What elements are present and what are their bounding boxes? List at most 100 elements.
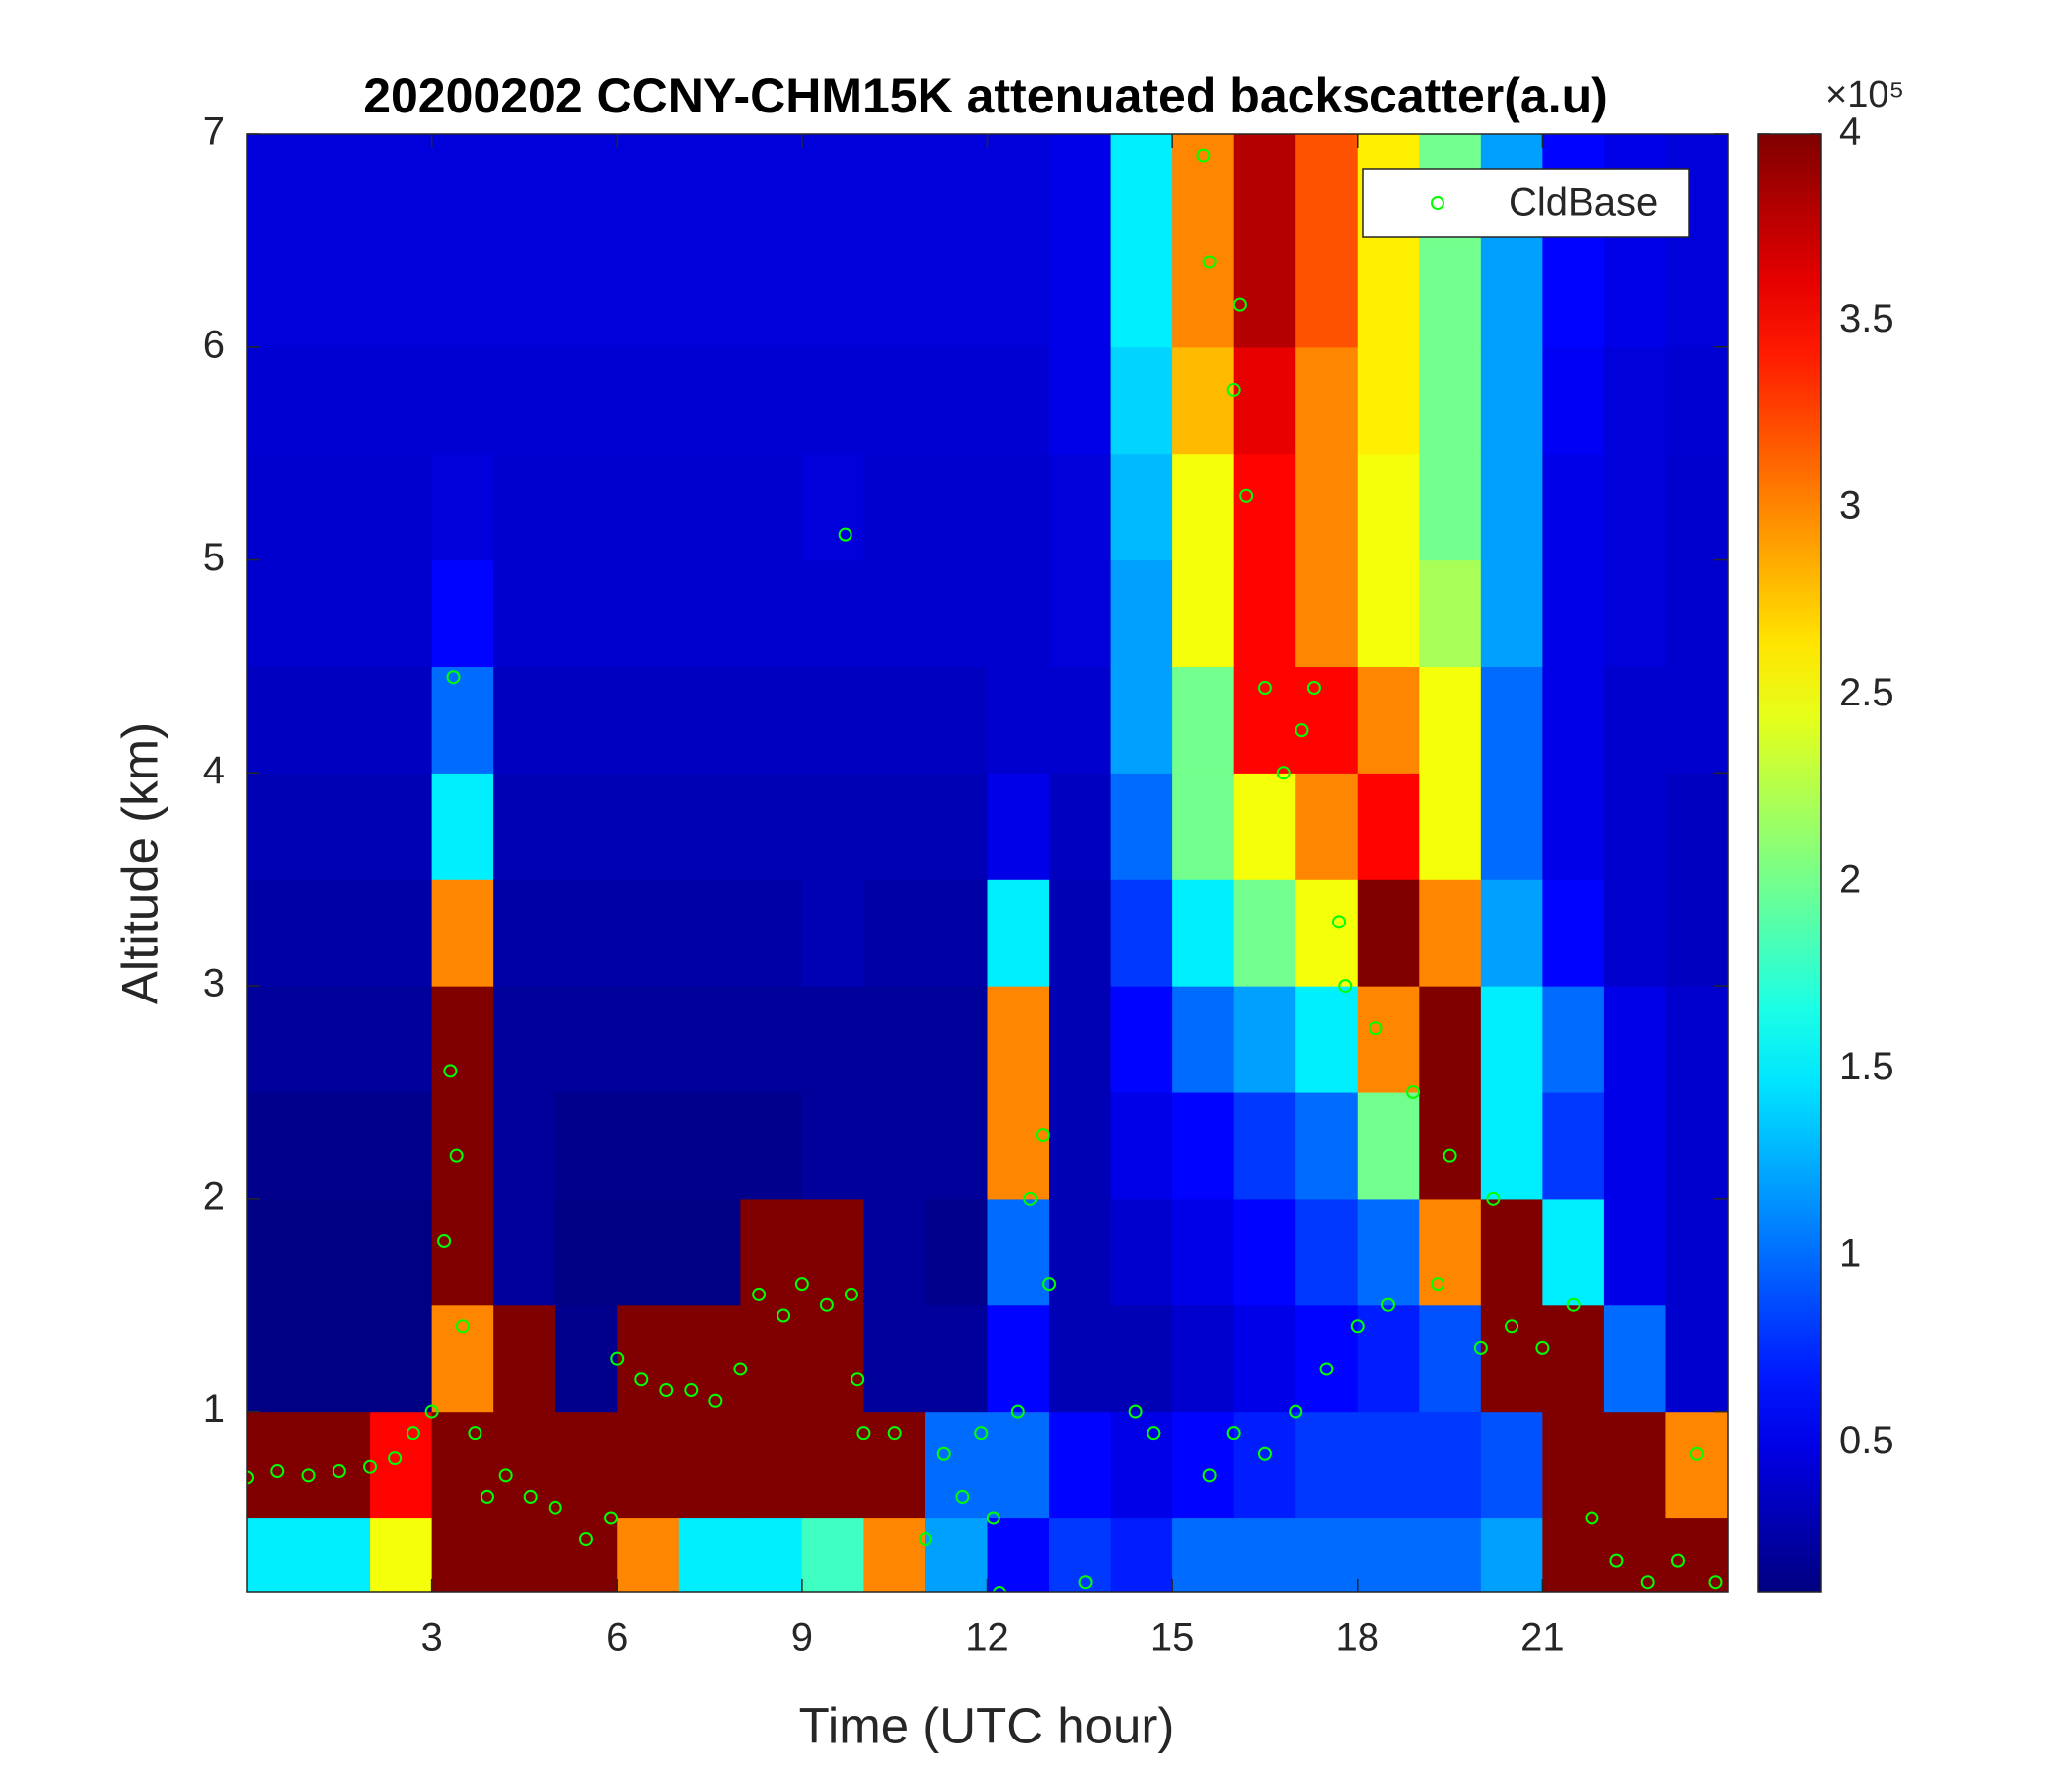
heatmap-cell xyxy=(1049,1091,1112,1200)
heatmap-cell xyxy=(1172,773,1235,880)
heatmap-cell xyxy=(370,1517,433,1592)
y-tick-label: 3 xyxy=(203,962,225,1005)
heatmap-cell xyxy=(1172,453,1235,561)
heatmap-cell xyxy=(617,879,680,987)
heatmap-cell xyxy=(1110,134,1173,242)
heatmap-cell xyxy=(987,1304,1050,1413)
cloud-base-point xyxy=(1689,1446,1704,1461)
heatmap-cell xyxy=(370,1091,433,1200)
cloud-base-point xyxy=(437,1233,452,1248)
heatmap-cell xyxy=(1480,773,1543,880)
heatmap-cell xyxy=(493,559,556,668)
heatmap-cell xyxy=(1603,453,1667,561)
heatmap-cell xyxy=(1233,773,1296,880)
heatmap-cell xyxy=(1172,1091,1235,1200)
heatmap-cell xyxy=(1419,1091,1482,1200)
heatmap-cell xyxy=(863,986,926,1093)
heatmap-cell xyxy=(308,773,371,880)
heatmap-cell xyxy=(740,1411,803,1519)
heatmap-cell xyxy=(617,666,680,774)
heatmap-cell xyxy=(555,773,618,880)
heatmap-cell xyxy=(678,1517,741,1592)
heatmap-cell xyxy=(1665,559,1728,668)
cloud-base-point xyxy=(887,1426,902,1441)
heatmap-cell xyxy=(678,666,741,774)
cloud-base-point xyxy=(406,1426,420,1441)
heatmap-cell xyxy=(801,559,865,668)
heatmap-cell xyxy=(1480,559,1543,668)
heatmap-cell xyxy=(801,240,865,348)
y-axis-label: Altitude (km) xyxy=(111,722,168,1004)
heatmap-cell xyxy=(678,240,741,348)
heatmap-cell xyxy=(555,1198,618,1306)
heatmap-cell xyxy=(1172,986,1235,1093)
heatmap-cell xyxy=(1480,1517,1543,1592)
heatmap-cell xyxy=(925,879,989,987)
y-tick-label: 5 xyxy=(203,536,225,579)
heatmap-cell xyxy=(1295,773,1359,880)
heatmap-cell xyxy=(370,1304,433,1413)
heatmap-cell xyxy=(678,134,741,242)
heatmap-cell xyxy=(801,879,865,987)
heatmap-cell xyxy=(1357,453,1420,561)
heatmap-cell xyxy=(617,346,680,455)
heatmap-cell xyxy=(1233,1517,1296,1592)
heatmap-cell xyxy=(925,1091,989,1200)
cloud-base-point xyxy=(363,1459,378,1474)
heatmap-cell xyxy=(1665,453,1728,561)
heatmap-cell xyxy=(493,1411,556,1519)
heatmap-cell xyxy=(1110,1304,1173,1413)
heatmap-cell xyxy=(431,1198,494,1306)
cloud-base-point xyxy=(1147,1426,1161,1441)
cloud-base-point xyxy=(708,1393,723,1408)
heatmap-cell xyxy=(1110,879,1173,987)
scatter xyxy=(247,148,1723,1592)
heatmap-cell xyxy=(308,666,371,774)
colorbar-tick-label: 2 xyxy=(1839,858,1861,902)
colorbar-tick-label: 1 xyxy=(1839,1231,1861,1275)
cloud-base-point xyxy=(752,1287,767,1301)
heatmap-cell xyxy=(1233,666,1296,774)
heatmap-cell xyxy=(863,134,926,242)
cloud-base-point xyxy=(1202,255,1217,269)
cloud-base-point xyxy=(1257,680,1272,695)
heatmap-cell xyxy=(925,1517,989,1592)
heatmap-cell xyxy=(1172,559,1235,668)
heatmap-cell xyxy=(801,1517,865,1592)
heatmap-cell xyxy=(987,346,1050,455)
heatmap-cell xyxy=(1542,453,1605,561)
heatmap-cell xyxy=(1233,453,1296,561)
cloud-base-point xyxy=(548,1500,562,1515)
heatmap-cell xyxy=(1172,134,1235,242)
heatmap-cell xyxy=(370,240,433,348)
heatmap-cell xyxy=(1233,1091,1296,1200)
cloud-base-point xyxy=(659,1383,674,1398)
heatmap-cell xyxy=(493,986,556,1093)
heatmap-cell xyxy=(247,1198,310,1306)
heatmap-cell xyxy=(801,346,865,455)
cloud-base-point xyxy=(993,1586,1007,1592)
heatmap-cell xyxy=(1172,879,1235,987)
heatmap-cell xyxy=(1049,240,1112,348)
cloud-base-point xyxy=(1319,1362,1334,1376)
heatmap-cell xyxy=(1357,1091,1420,1200)
heatmap-cell xyxy=(925,986,989,1093)
heatmap-cell xyxy=(740,879,803,987)
cloud-base-point xyxy=(1226,382,1241,397)
colorbar-exponent: ×10⁵ xyxy=(1825,74,1904,115)
heatmap-cell xyxy=(308,1304,371,1413)
heatmap-cell xyxy=(678,1091,741,1200)
cloud-base-point xyxy=(1295,723,1309,738)
heatmap-cell xyxy=(1110,986,1173,1093)
heatmap-cell xyxy=(308,240,371,348)
legend-box xyxy=(1362,168,1690,238)
cloud-base-point xyxy=(986,1511,1000,1525)
heatmap-cell xyxy=(1419,1517,1482,1592)
heatmap-cell xyxy=(493,1304,556,1413)
heatmap-cell xyxy=(678,1198,741,1306)
heatmap-cell xyxy=(493,134,556,242)
heatmap-cell xyxy=(1295,1517,1359,1592)
heatmap-cell xyxy=(431,240,494,348)
heatmap-cell xyxy=(1049,559,1112,668)
heatmap-cell xyxy=(740,986,803,1093)
